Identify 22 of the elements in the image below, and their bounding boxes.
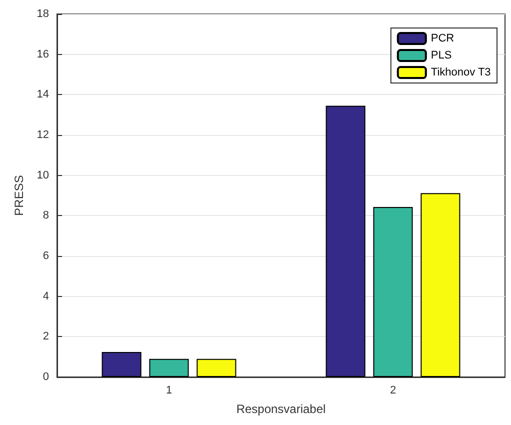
y-tick-label: 2 — [42, 330, 49, 343]
bar — [326, 106, 366, 377]
x-axis-title: Responsvariabel — [236, 402, 326, 416]
bar — [373, 206, 413, 377]
bar — [102, 352, 142, 377]
legend-label: PLS — [430, 50, 452, 62]
y-tick-label: 18 — [36, 8, 49, 20]
y-tick-label: 12 — [36, 129, 49, 141]
y-axis-title: PRESS — [12, 175, 26, 216]
y-tick-label: 4 — [42, 290, 49, 302]
legend-label: Tikhonov T3 — [430, 66, 491, 78]
y-tick-label: 10 — [36, 169, 49, 182]
bar — [149, 358, 189, 377]
bar — [420, 193, 460, 377]
y-tick-label: 8 — [42, 210, 49, 222]
y-tick-label: 6 — [42, 250, 49, 262]
x-tick-label: 1 — [166, 384, 172, 396]
y-tick-label: 16 — [36, 48, 49, 60]
bar — [196, 358, 236, 377]
legend-label: PCR — [430, 32, 454, 44]
y-tick-label: 14 — [36, 88, 49, 101]
y-tick-label: 0 — [42, 371, 49, 383]
